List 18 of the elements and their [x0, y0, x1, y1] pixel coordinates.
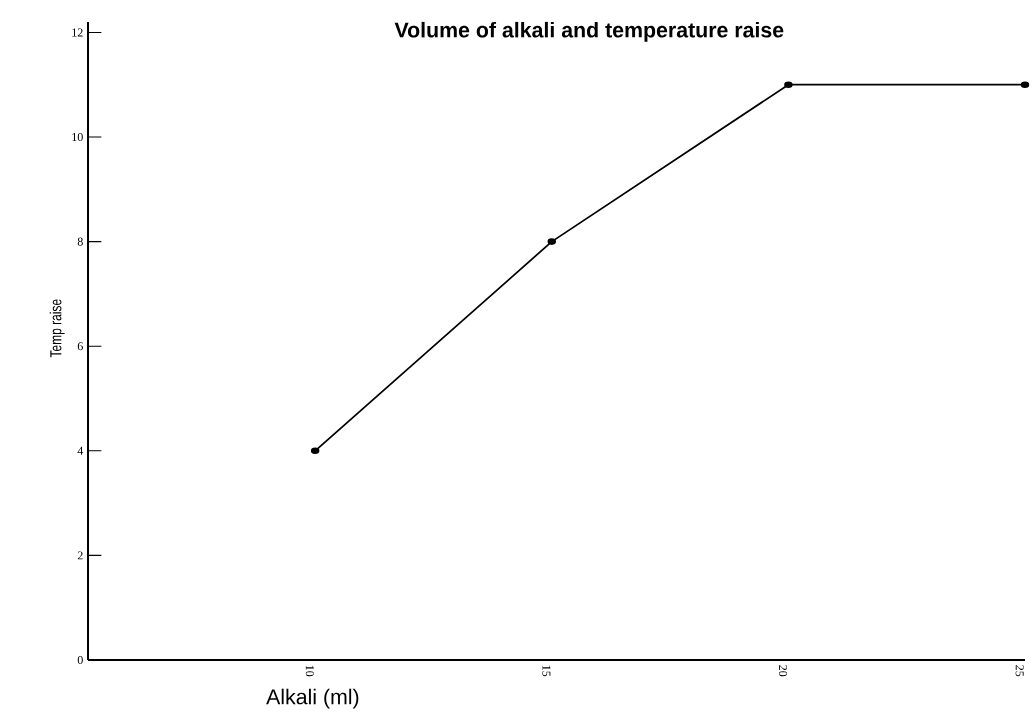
y-tick-label: 2 — [77, 551, 83, 560]
x-tick-label: 20 — [779, 665, 788, 677]
y-tick-label: 12 — [72, 28, 83, 37]
y-tick-label: 4 — [77, 446, 84, 455]
chart-title: Volume of alkali and temperature raise — [394, 21, 784, 42]
y-tick-label: 10 — [72, 132, 83, 142]
point — [547, 238, 556, 245]
point — [1020, 81, 1030, 89]
x-axis-title: Alkali (ml) — [266, 688, 359, 709]
y-tick-label: 8 — [77, 237, 83, 246]
x-tick-label: 15 — [542, 665, 551, 677]
x-tick-label: 10 — [305, 665, 314, 677]
point — [784, 81, 793, 89]
y-tick-label: 0 — [77, 655, 83, 665]
x-tick-label: 25 — [1015, 665, 1024, 677]
y-axis-title: Temp raise — [49, 299, 65, 358]
y-tick-label: 6 — [77, 342, 83, 351]
point — [310, 447, 320, 455]
